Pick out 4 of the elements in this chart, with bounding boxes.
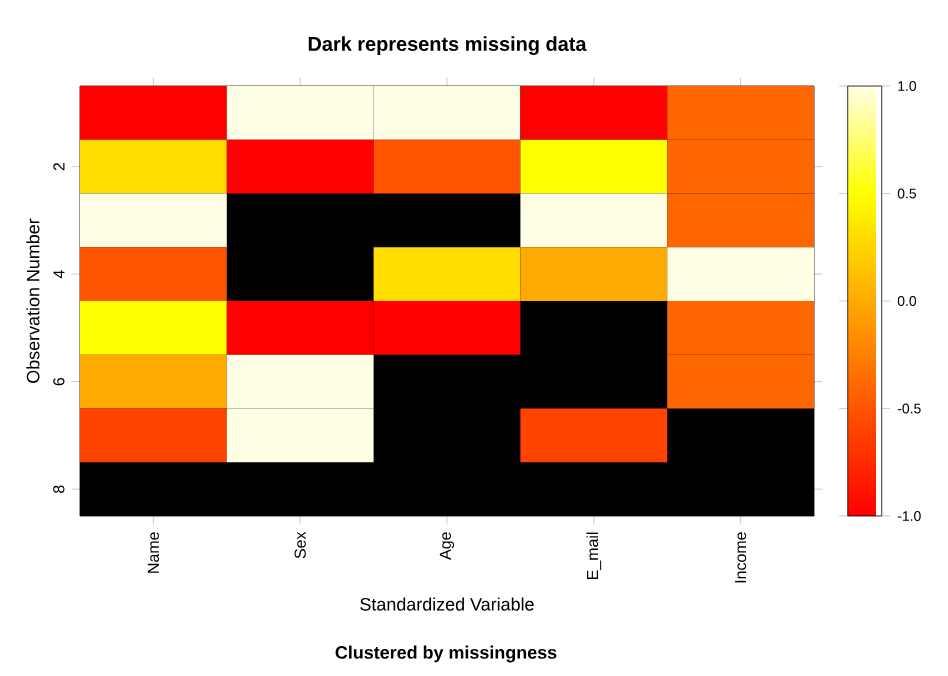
x-axis-title: Standardized Variable [360, 597, 534, 611]
y-axis-title: Observation Number [26, 218, 40, 383]
text: Clustered by missingness [335, 645, 557, 663]
chart-title: Dark represents missing data [308, 36, 587, 56]
